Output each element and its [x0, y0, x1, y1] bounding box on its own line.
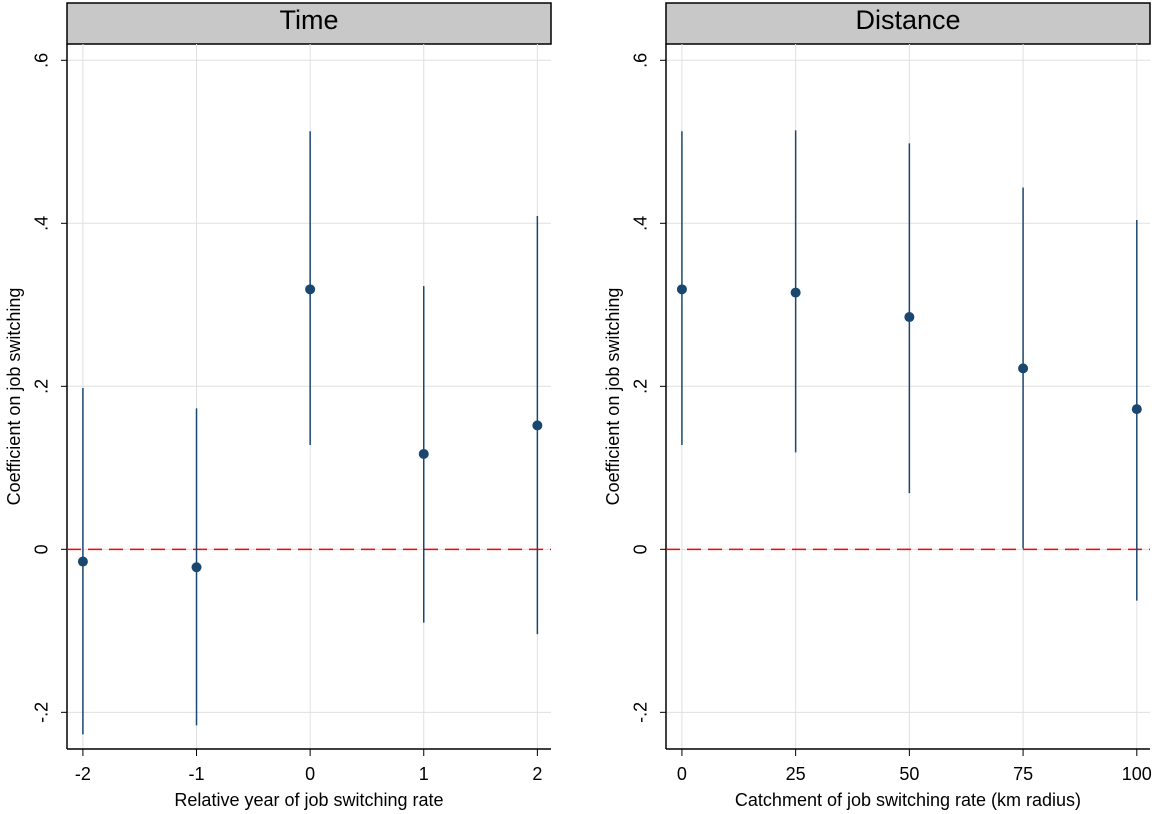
x-tick-label: 50 — [899, 764, 919, 784]
x-tick-label: 100 — [1122, 764, 1152, 784]
x-tick-label: -2 — [75, 764, 91, 784]
x-axis-label: Relative year of job switching rate — [174, 790, 443, 810]
x-tick-label: 25 — [786, 764, 806, 784]
point — [191, 562, 202, 573]
panel: Distance -.2 0 .2 .4 .6 0 25 50 75 100 Catchment of… — [603, 2, 1152, 810]
panel: Time -.2 0 .2 .4 .6 -2 -1 0 1 2 Relative year of jo… — [4, 2, 552, 810]
x-tick-label: 75 — [1013, 764, 1033, 784]
y-axis-label: Coefficient on job switching — [603, 288, 623, 506]
y-tick-label: -.2 — [631, 702, 651, 723]
y-tick-label: .4 — [32, 216, 52, 231]
y-tick-label: .6 — [631, 53, 651, 68]
y-tick-label: 0 — [631, 544, 651, 554]
point — [1018, 363, 1029, 374]
point — [1131, 404, 1142, 415]
y-tick-label: .4 — [631, 216, 651, 231]
y-tick-label: 0 — [32, 544, 52, 554]
x-tick-label: 0 — [305, 764, 315, 784]
x-tick-label: -1 — [189, 764, 205, 784]
x-tick-label: 0 — [677, 764, 687, 784]
panel-header — [665, 2, 1151, 45]
point — [305, 284, 316, 295]
panel-title: Distance — [855, 5, 960, 35]
point — [77, 556, 88, 567]
point — [676, 284, 687, 295]
x-axis-label: Catchment of job switching rate (km radi… — [735, 790, 1081, 810]
point — [790, 287, 801, 298]
x-tick-label: 2 — [532, 764, 542, 784]
x-tick-label: 1 — [419, 764, 429, 784]
y-tick-label: .6 — [32, 53, 52, 68]
point — [418, 448, 429, 459]
point — [532, 420, 543, 431]
y-axis-label: Coefficient on job switching — [4, 288, 24, 506]
y-tick-label: .2 — [631, 379, 651, 394]
y-tick-label: .2 — [32, 379, 52, 394]
panel-header — [66, 2, 552, 45]
panel-title: Time — [280, 5, 339, 35]
y-tick-label: -.2 — [32, 702, 52, 723]
point — [904, 312, 915, 323]
